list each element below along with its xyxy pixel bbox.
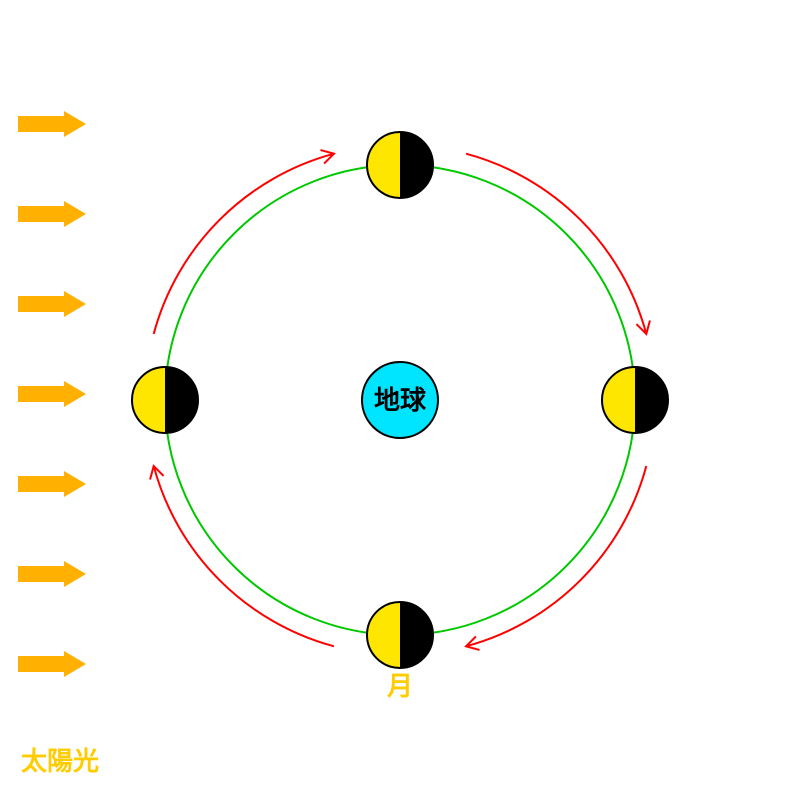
sunlight-label: 太陽光 [21,746,99,776]
moon-orbit-diagram: 太陽光 月 地球 [0,0,800,800]
earth-label: 地球 [374,385,427,415]
moon-label: 月 [386,671,413,701]
